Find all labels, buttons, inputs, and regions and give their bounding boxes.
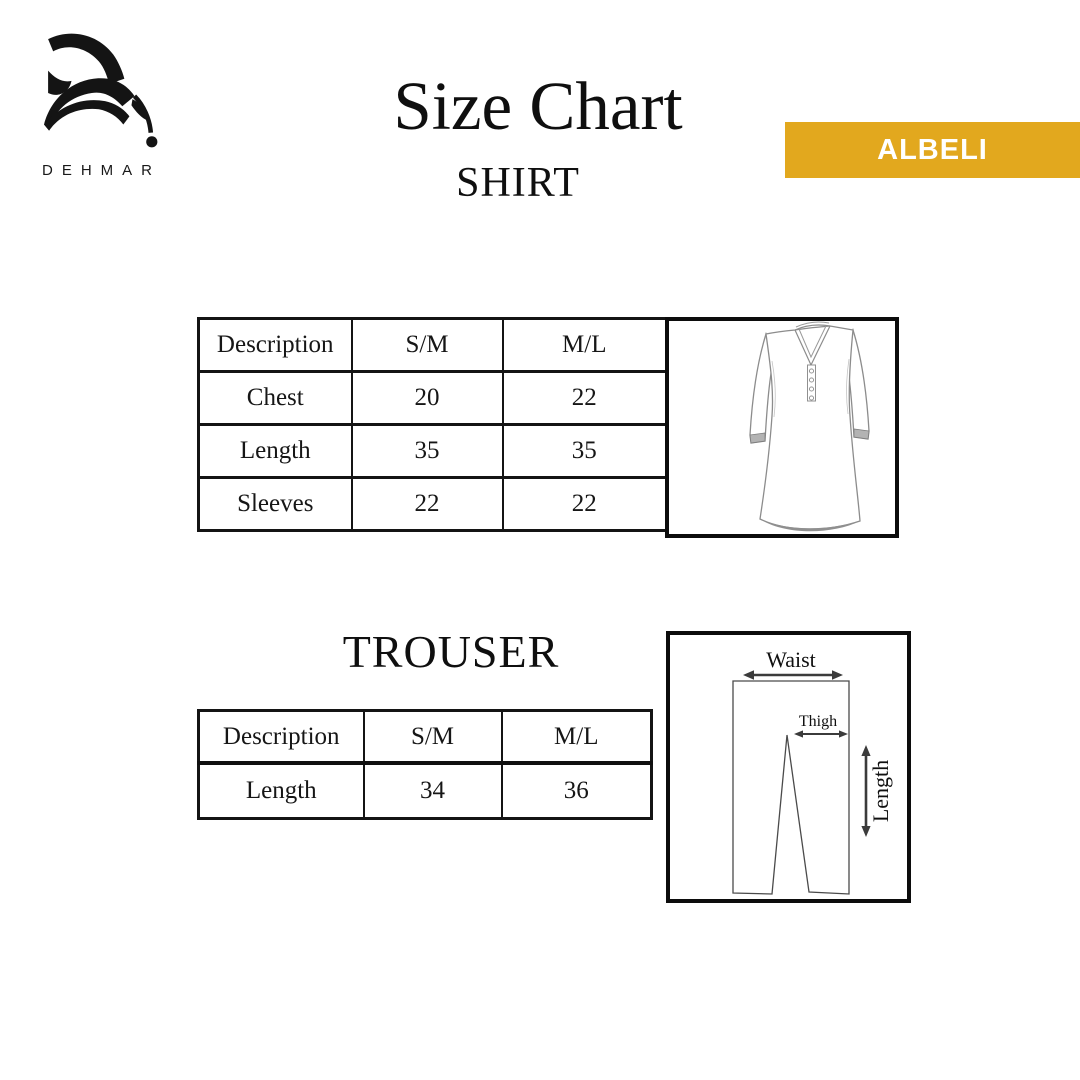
page-title: Size Chart [393, 68, 683, 144]
shirt-sleeves-ml: 22 [501, 476, 668, 532]
trouser-diagram-box: Waist Thigh Length [666, 631, 911, 903]
brand-banner: ALBELI [785, 122, 1080, 178]
shirt-col-sm: S/M [350, 317, 504, 373]
shirt-length-sm: 35 [350, 423, 504, 479]
trouser-col-sm: S/M [362, 709, 503, 765]
shirt-col-description: Description [197, 317, 353, 373]
waist-label: Waist [766, 647, 816, 672]
shirt-length-ml: 35 [501, 423, 668, 479]
table-row: Length 35 35 [197, 423, 668, 479]
trouser-col-description: Description [197, 709, 365, 765]
brand-banner-label: ALBELI [877, 133, 988, 166]
shirt-table-header-row: Description S/M M/L [197, 317, 668, 373]
trouser-diagram-icon: Waist Thigh Length [732, 647, 893, 895]
brand-wordmark: DEHMAR [42, 162, 162, 179]
table-row: Chest 20 22 [197, 370, 668, 426]
shirt-illustration-box [665, 317, 899, 538]
trouser-section-title: TROUSER [342, 626, 560, 677]
brand-logo-icon [44, 33, 158, 148]
shirt-col-ml: M/L [501, 317, 668, 373]
table-row: Length 34 36 [197, 762, 653, 820]
trouser-length-sm: 34 [362, 762, 503, 820]
trouser-length-ml: 36 [500, 762, 653, 820]
trouser-row-length-label: Length [197, 762, 365, 820]
shirt-row-sleeves-label: Sleeves [197, 476, 353, 532]
shirt-sleeves-sm: 22 [350, 476, 504, 532]
trouser-size-table: Description S/M M/L Length 34 36 [197, 709, 653, 820]
trouser-table-header-row: Description S/M M/L [197, 709, 653, 765]
shirt-size-table: Description S/M M/L Chest 20 22 Length 3… [197, 317, 668, 532]
shirt-illustration-icon [749, 321, 870, 532]
trouser-col-ml: M/L [500, 709, 653, 765]
shirt-section-title: SHIRT [456, 160, 580, 206]
shirt-row-length-label: Length [197, 423, 353, 479]
shirt-chest-ml: 22 [501, 370, 668, 426]
table-row: Sleeves 22 22 [197, 476, 668, 532]
shirt-chest-sm: 20 [350, 370, 504, 426]
shirt-row-chest-label: Chest [197, 370, 353, 426]
length-label: Length [868, 760, 893, 822]
brand-logo: DEHMAR [40, 30, 190, 179]
thigh-label: Thigh [799, 713, 837, 730]
